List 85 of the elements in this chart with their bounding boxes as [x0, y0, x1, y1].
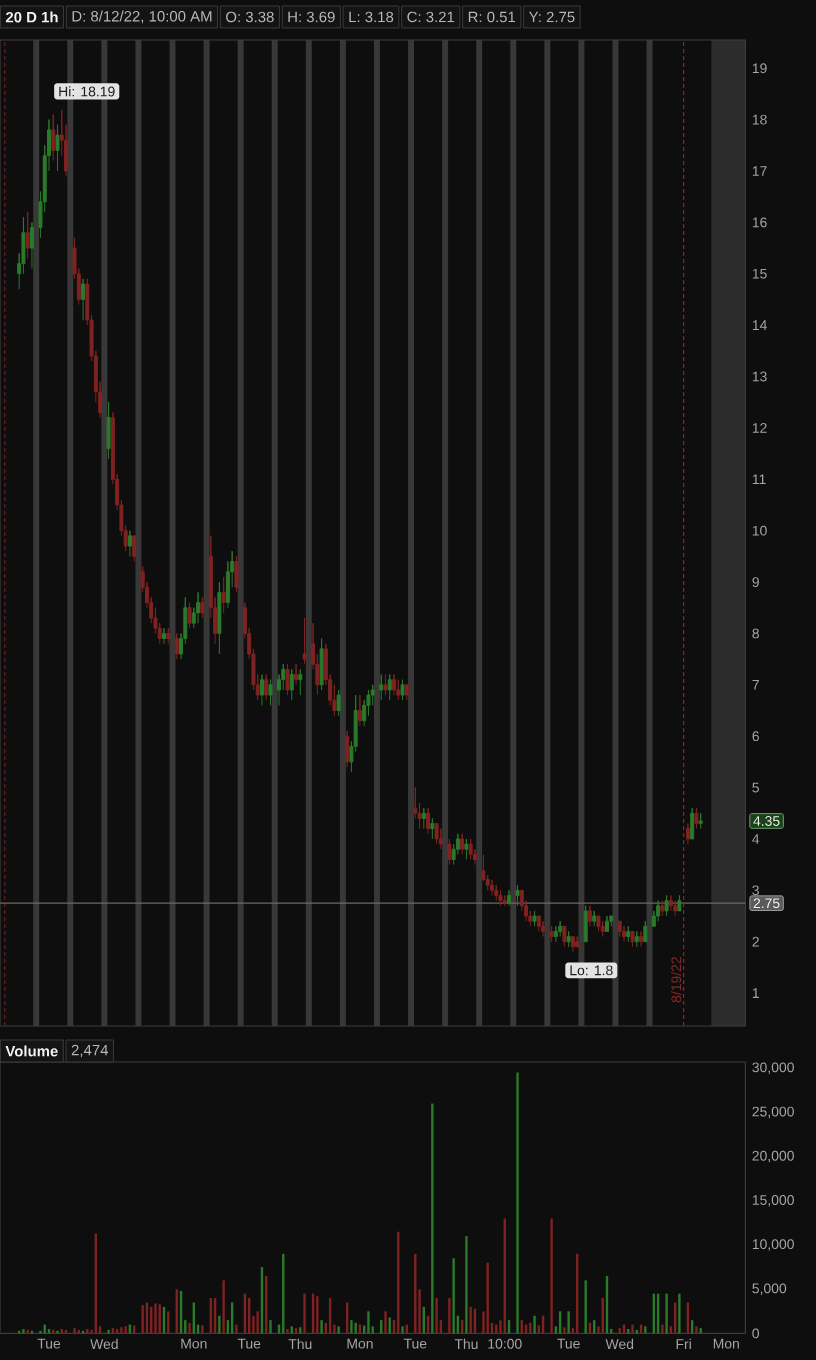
candlestick [549, 925, 554, 943]
candlestick [502, 894, 507, 907]
candlestick [221, 576, 226, 614]
candlestick [630, 930, 635, 948]
candlestick [285, 663, 290, 696]
candlestick [298, 668, 303, 696]
candlestick [268, 679, 273, 706]
candlestick [200, 596, 205, 619]
candlestick [174, 632, 179, 660]
candlestick [396, 679, 401, 701]
candlestick [357, 694, 362, 727]
candlestick [81, 278, 86, 321]
candlestick [51, 113, 56, 162]
candlestick [592, 910, 597, 927]
candlestick [622, 925, 627, 943]
candlestick [617, 920, 622, 938]
candlestick [489, 879, 494, 896]
candlestick [481, 854, 486, 882]
candlestick [604, 915, 609, 932]
candlestick [536, 915, 541, 932]
candlestick [464, 838, 469, 861]
candlestick [447, 838, 452, 866]
candlestick [515, 884, 520, 907]
candlestick [264, 674, 269, 701]
candlestick [498, 889, 503, 907]
candlestick [25, 211, 30, 259]
candlestick [664, 894, 669, 917]
candlestick [383, 674, 388, 696]
candlestick [609, 915, 614, 927]
candlestick [698, 812, 703, 830]
candlestick [668, 894, 673, 912]
candlestick [570, 936, 575, 953]
candlestick [634, 930, 639, 948]
candlestick [336, 689, 341, 717]
candlestick [106, 401, 111, 460]
candlestick [430, 817, 435, 840]
candlestick [319, 638, 324, 691]
candlestick [434, 823, 439, 845]
candlestick [302, 617, 307, 665]
candlestick [643, 920, 648, 943]
candlestick [127, 530, 132, 557]
candlestick [438, 828, 443, 850]
candlestick [587, 905, 592, 927]
candlestick [162, 627, 166, 645]
candlestick [460, 833, 465, 855]
candlestick [187, 602, 192, 629]
candlestick [566, 930, 571, 948]
candlestick [392, 674, 396, 696]
candlestick [217, 581, 222, 655]
candlestick [379, 674, 384, 701]
candlestick [677, 894, 682, 912]
candlestick [562, 925, 567, 948]
candlestick [575, 936, 580, 948]
candlestick [468, 838, 473, 861]
candlestick [426, 807, 431, 835]
candlestick [345, 730, 350, 768]
candlestick [166, 627, 171, 645]
candlestick [583, 905, 588, 943]
candlestick [494, 884, 499, 902]
candlestick [259, 674, 264, 706]
candlestick [673, 900, 678, 917]
candlestick [558, 920, 563, 938]
candlestick [656, 900, 661, 922]
candlestick [532, 910, 537, 927]
candlestick [507, 889, 511, 907]
candlestick [596, 915, 601, 932]
candlestick [55, 124, 60, 172]
candlestick [660, 900, 665, 917]
candlestick [553, 925, 558, 943]
candlestick [132, 535, 137, 562]
candlestick [289, 668, 294, 701]
candlestick [234, 555, 239, 593]
candlestick [294, 663, 299, 686]
candlestick [639, 930, 644, 948]
candlestick [626, 925, 631, 943]
candlestick [541, 920, 546, 938]
candlestick [600, 920, 605, 938]
candlestick [400, 679, 405, 701]
candlestick [196, 591, 201, 624]
candlestick [690, 807, 695, 840]
candlestick [694, 807, 699, 830]
candlestick [421, 807, 426, 830]
candlestick [29, 221, 34, 270]
candlestick [387, 674, 392, 701]
candlestick [404, 684, 409, 701]
